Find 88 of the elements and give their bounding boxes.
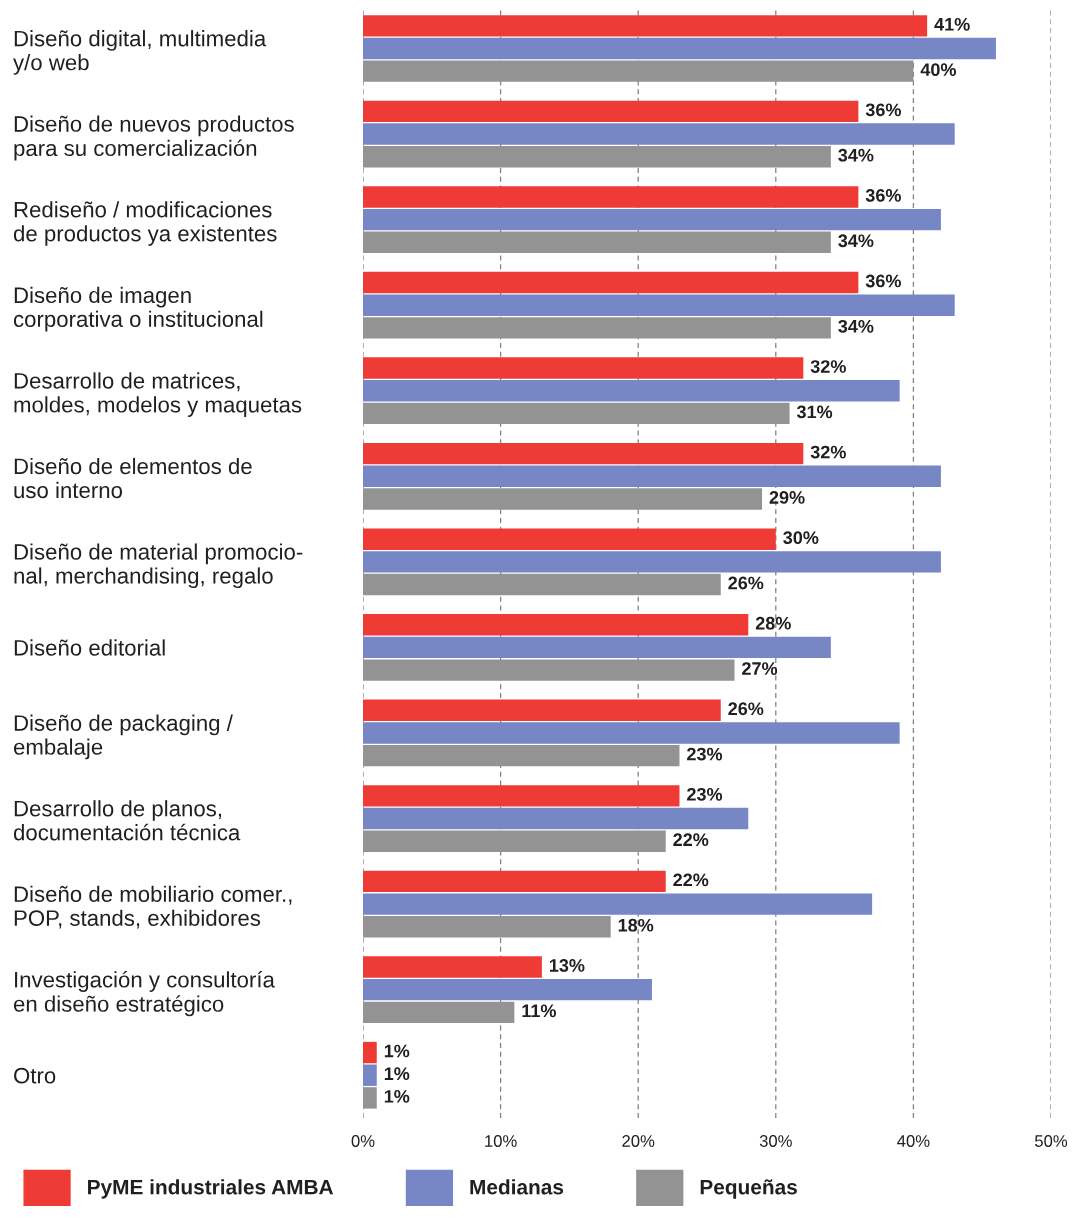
- bar: [363, 488, 763, 510]
- y-tick-label: Desarrollo de planos, documentación técnica: [13, 800, 241, 841]
- bar: [363, 978, 652, 1001]
- data-label: 26%: [728, 576, 764, 590]
- data-label: 26%: [728, 702, 764, 716]
- bar: [363, 1001, 515, 1024]
- data-label: 41%: [934, 17, 970, 31]
- data-label: 13%: [549, 959, 585, 972]
- bar: [363, 528, 776, 550]
- data-label: 22%: [673, 833, 709, 847]
- data-label: 34%: [838, 234, 874, 248]
- bar: [363, 208, 941, 231]
- bar: [363, 317, 831, 339]
- bar: [363, 465, 941, 487]
- bar: [363, 744, 680, 767]
- bar: [363, 807, 749, 830]
- bar: [363, 186, 859, 208]
- bar: [363, 1087, 377, 1109]
- y-tick-label: Diseño de mobiliario comer., POP, stands, exhibidores: [14, 885, 292, 929]
- data-label: 22%: [673, 873, 709, 887]
- x-tick-label: 20%: [622, 1135, 655, 1147]
- bar: [363, 699, 721, 721]
- x-tick-label: 0%: [351, 1135, 375, 1147]
- x-tick-label: 30%: [759, 1135, 792, 1147]
- x-tick-label: 10%: [485, 1135, 517, 1147]
- data-label: 11%: [522, 1004, 556, 1018]
- bar: [363, 870, 666, 893]
- data-label: 36%: [865, 274, 901, 288]
- bar: [363, 442, 804, 465]
- data-label: 34%: [838, 148, 874, 162]
- bar: [363, 100, 859, 123]
- data-label: 32%: [810, 360, 846, 373]
- data-label: 23%: [687, 747, 723, 761]
- bar: [363, 15, 928, 37]
- bar: [363, 123, 955, 145]
- y-tick-label: Diseño digital, multimedia y/o web: [13, 30, 267, 75]
- y-tick-label: Otro: [14, 1067, 56, 1084]
- bar: [363, 380, 900, 402]
- x-tick-label: 40%: [897, 1135, 930, 1147]
- bar: [363, 636, 831, 659]
- y-tick-label: Diseño de imagen corporativa o institucional: [13, 286, 263, 332]
- legend-label: Medianas: [470, 1179, 564, 1195]
- data-label: 27%: [742, 662, 778, 675]
- bar: [363, 231, 831, 253]
- data-label: 40%: [920, 63, 957, 77]
- bar: [363, 916, 611, 938]
- data-label: 29%: [769, 491, 805, 504]
- data-label: 1%: [384, 1067, 410, 1081]
- data-label: 28%: [755, 616, 791, 630]
- bar: [363, 722, 900, 744]
- data-label: 1%: [384, 1044, 410, 1058]
- y-tick-label: Investigación y consultoría en diseño estratégico: [13, 970, 275, 1017]
- data-label: 30%: [783, 531, 819, 545]
- data-label: 23%: [687, 787, 723, 801]
- bar: [363, 294, 955, 316]
- bar: [363, 357, 804, 379]
- bar: [363, 60, 914, 82]
- data-label: 34%: [838, 319, 874, 333]
- data-label: 32%: [810, 445, 846, 459]
- data-label: 31%: [796, 405, 833, 419]
- legend-label: PyME industriales AMBA: [88, 1179, 334, 1199]
- y-tick-label: Diseño de packaging / embalaje: [13, 714, 233, 760]
- y-tick-label: Diseño de material promocio- nal, merchandising, regalo: [14, 543, 303, 589]
- bar: [363, 614, 749, 636]
- bar: [363, 402, 790, 425]
- bar: [363, 785, 680, 807]
- bar: [363, 893, 873, 915]
- bar: [363, 271, 859, 294]
- data-label: 36%: [865, 103, 901, 117]
- bar: [363, 1041, 377, 1064]
- y-tick-label: Rediseño / modificaciones de productos ya existentes: [13, 201, 277, 246]
- y-tick-label: Diseño editorial: [14, 639, 165, 656]
- data-label: 18%: [618, 918, 654, 932]
- y-tick-label: Diseño de elementos de uso interno: [14, 457, 252, 499]
- bar: [363, 37, 996, 60]
- bar: [363, 830, 666, 852]
- legend-label: Pequeñas: [700, 1179, 797, 1199]
- y-tick-label: Diseño de nuevos productos para su comercialización: [14, 115, 294, 161]
- bar: [363, 1064, 377, 1086]
- data-label: 36%: [865, 189, 901, 202]
- x-tick-label: 50%: [1034, 1135, 1068, 1147]
- bar: [363, 659, 735, 681]
- y-tick-label: Desarrollo de matrices, moldes, modelos y maquetas: [14, 372, 302, 417]
- bar: [363, 146, 831, 168]
- bar: [363, 551, 941, 573]
- bar: [363, 573, 721, 596]
- data-label: 1%: [384, 1090, 410, 1103]
- bar: [363, 956, 542, 978]
